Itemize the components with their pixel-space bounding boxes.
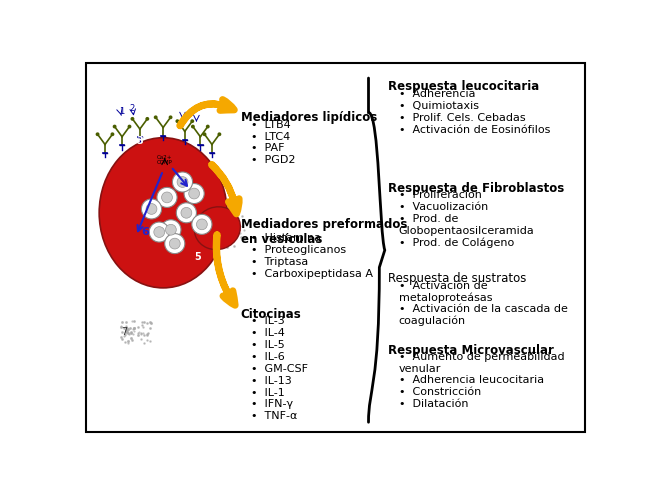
Text: •  Proteoglicanos: • Proteoglicanos — [252, 245, 347, 255]
Circle shape — [169, 115, 173, 119]
Circle shape — [191, 124, 195, 128]
Circle shape — [145, 117, 149, 121]
Text: 7: 7 — [121, 327, 128, 337]
Circle shape — [162, 192, 173, 203]
Text: •  Prod. de
Globopentaosilceramida: • Prod. de Globopentaosilceramida — [399, 214, 534, 236]
Text: Respuesta de sustratos: Respuesta de sustratos — [388, 272, 526, 285]
Circle shape — [141, 199, 162, 219]
Text: •  Proliferación: • Proliferación — [399, 191, 481, 200]
Text: 5: 5 — [195, 252, 201, 262]
Text: •  GM-CSF: • GM-CSF — [252, 364, 309, 374]
Text: •  IL-6: • IL-6 — [252, 352, 285, 362]
Circle shape — [165, 234, 185, 254]
Circle shape — [192, 214, 212, 234]
Circle shape — [177, 176, 188, 187]
Circle shape — [206, 124, 210, 128]
Text: Mediadores preformados
en vesículas: Mediadores preformados en vesículas — [241, 218, 407, 246]
Text: •  Adherencia leucocitaria: • Adherencia leucocitaria — [399, 375, 544, 385]
Ellipse shape — [194, 207, 241, 249]
Text: •  IL-1: • IL-1 — [252, 388, 285, 397]
Circle shape — [190, 119, 194, 123]
Text: •  PGD2: • PGD2 — [252, 155, 296, 166]
Text: •  Dilatación: • Dilatación — [399, 399, 468, 409]
Circle shape — [161, 220, 181, 240]
Text: •  IL-4: • IL-4 — [252, 328, 285, 338]
Text: •  IL-13: • IL-13 — [252, 376, 292, 386]
Text: •  LTB4: • LTB4 — [252, 120, 291, 129]
Text: •  Activación de Eosinófilos: • Activación de Eosinófilos — [399, 124, 550, 135]
Circle shape — [196, 219, 207, 230]
Text: •  IFN-γ: • IFN-γ — [252, 399, 294, 410]
Circle shape — [165, 224, 177, 235]
Circle shape — [173, 172, 192, 192]
Text: •  Quimiotaxis: • Quimiotaxis — [399, 101, 479, 111]
Text: •  IL-3: • IL-3 — [252, 316, 285, 326]
Text: Citocinas: Citocinas — [241, 308, 301, 320]
Circle shape — [217, 132, 221, 136]
Circle shape — [111, 132, 114, 136]
Text: •  Activación de la cascada de
coagulación: • Activación de la cascada de coagulació… — [399, 304, 568, 326]
Text: Mediadores lipídicos: Mediadores lipídicos — [241, 111, 377, 124]
Text: •  Prod. de Colágeno: • Prod. de Colágeno — [399, 237, 514, 248]
Text: •  Vacuolización: • Vacuolización — [399, 202, 488, 212]
Circle shape — [169, 238, 180, 249]
Circle shape — [146, 203, 157, 214]
Circle shape — [149, 222, 169, 242]
Text: 3: 3 — [137, 136, 143, 146]
Text: •  Prolif. Cels. Cebadas: • Prolif. Cels. Cebadas — [399, 113, 525, 122]
Text: •  IL-5: • IL-5 — [252, 340, 285, 350]
Circle shape — [177, 203, 196, 223]
Text: •  TNF-α: • TNF-α — [252, 412, 298, 421]
Circle shape — [184, 184, 204, 203]
Text: •  Carboxipeptidasa A: • Carboxipeptidasa A — [252, 270, 373, 279]
Circle shape — [95, 132, 99, 136]
Text: •  Aumento de permeabilidad
venular: • Aumento de permeabilidad venular — [399, 352, 564, 374]
Text: 6: 6 — [141, 227, 149, 237]
Text: •  Activación de
metaloproteásas: • Activación de metaloproteásas — [399, 280, 492, 303]
Text: COMP: COMP — [157, 160, 173, 165]
Circle shape — [189, 188, 199, 199]
Text: Respuesta Microvascular: Respuesta Microvascular — [388, 343, 554, 357]
Text: •  Adherencia: • Adherencia — [399, 89, 475, 99]
Text: •  Histamina: • Histamina — [252, 233, 322, 244]
Circle shape — [181, 207, 192, 218]
Circle shape — [112, 124, 116, 128]
Circle shape — [131, 117, 134, 121]
FancyArrowPatch shape — [211, 165, 239, 214]
Ellipse shape — [99, 138, 227, 288]
Circle shape — [154, 227, 165, 238]
Text: •  PAF: • PAF — [252, 144, 285, 153]
Circle shape — [175, 119, 179, 123]
FancyArrowPatch shape — [180, 99, 234, 126]
Text: •  LTC4: • LTC4 — [252, 131, 291, 142]
Text: Respuesta leucocitaria: Respuesta leucocitaria — [388, 80, 539, 94]
Text: •  Constricción: • Constricción — [399, 387, 481, 397]
Circle shape — [154, 115, 158, 119]
FancyArrowPatch shape — [216, 235, 235, 305]
Text: 1: 1 — [119, 107, 124, 116]
Circle shape — [203, 132, 207, 136]
Circle shape — [128, 124, 131, 128]
Circle shape — [157, 187, 177, 207]
Text: 2: 2 — [129, 104, 135, 113]
Text: Ca2+: Ca2+ — [157, 155, 173, 160]
Text: •  Triptasa: • Triptasa — [252, 257, 309, 268]
Text: Respuesta de Fibroblastos: Respuesta de Fibroblastos — [388, 182, 564, 195]
